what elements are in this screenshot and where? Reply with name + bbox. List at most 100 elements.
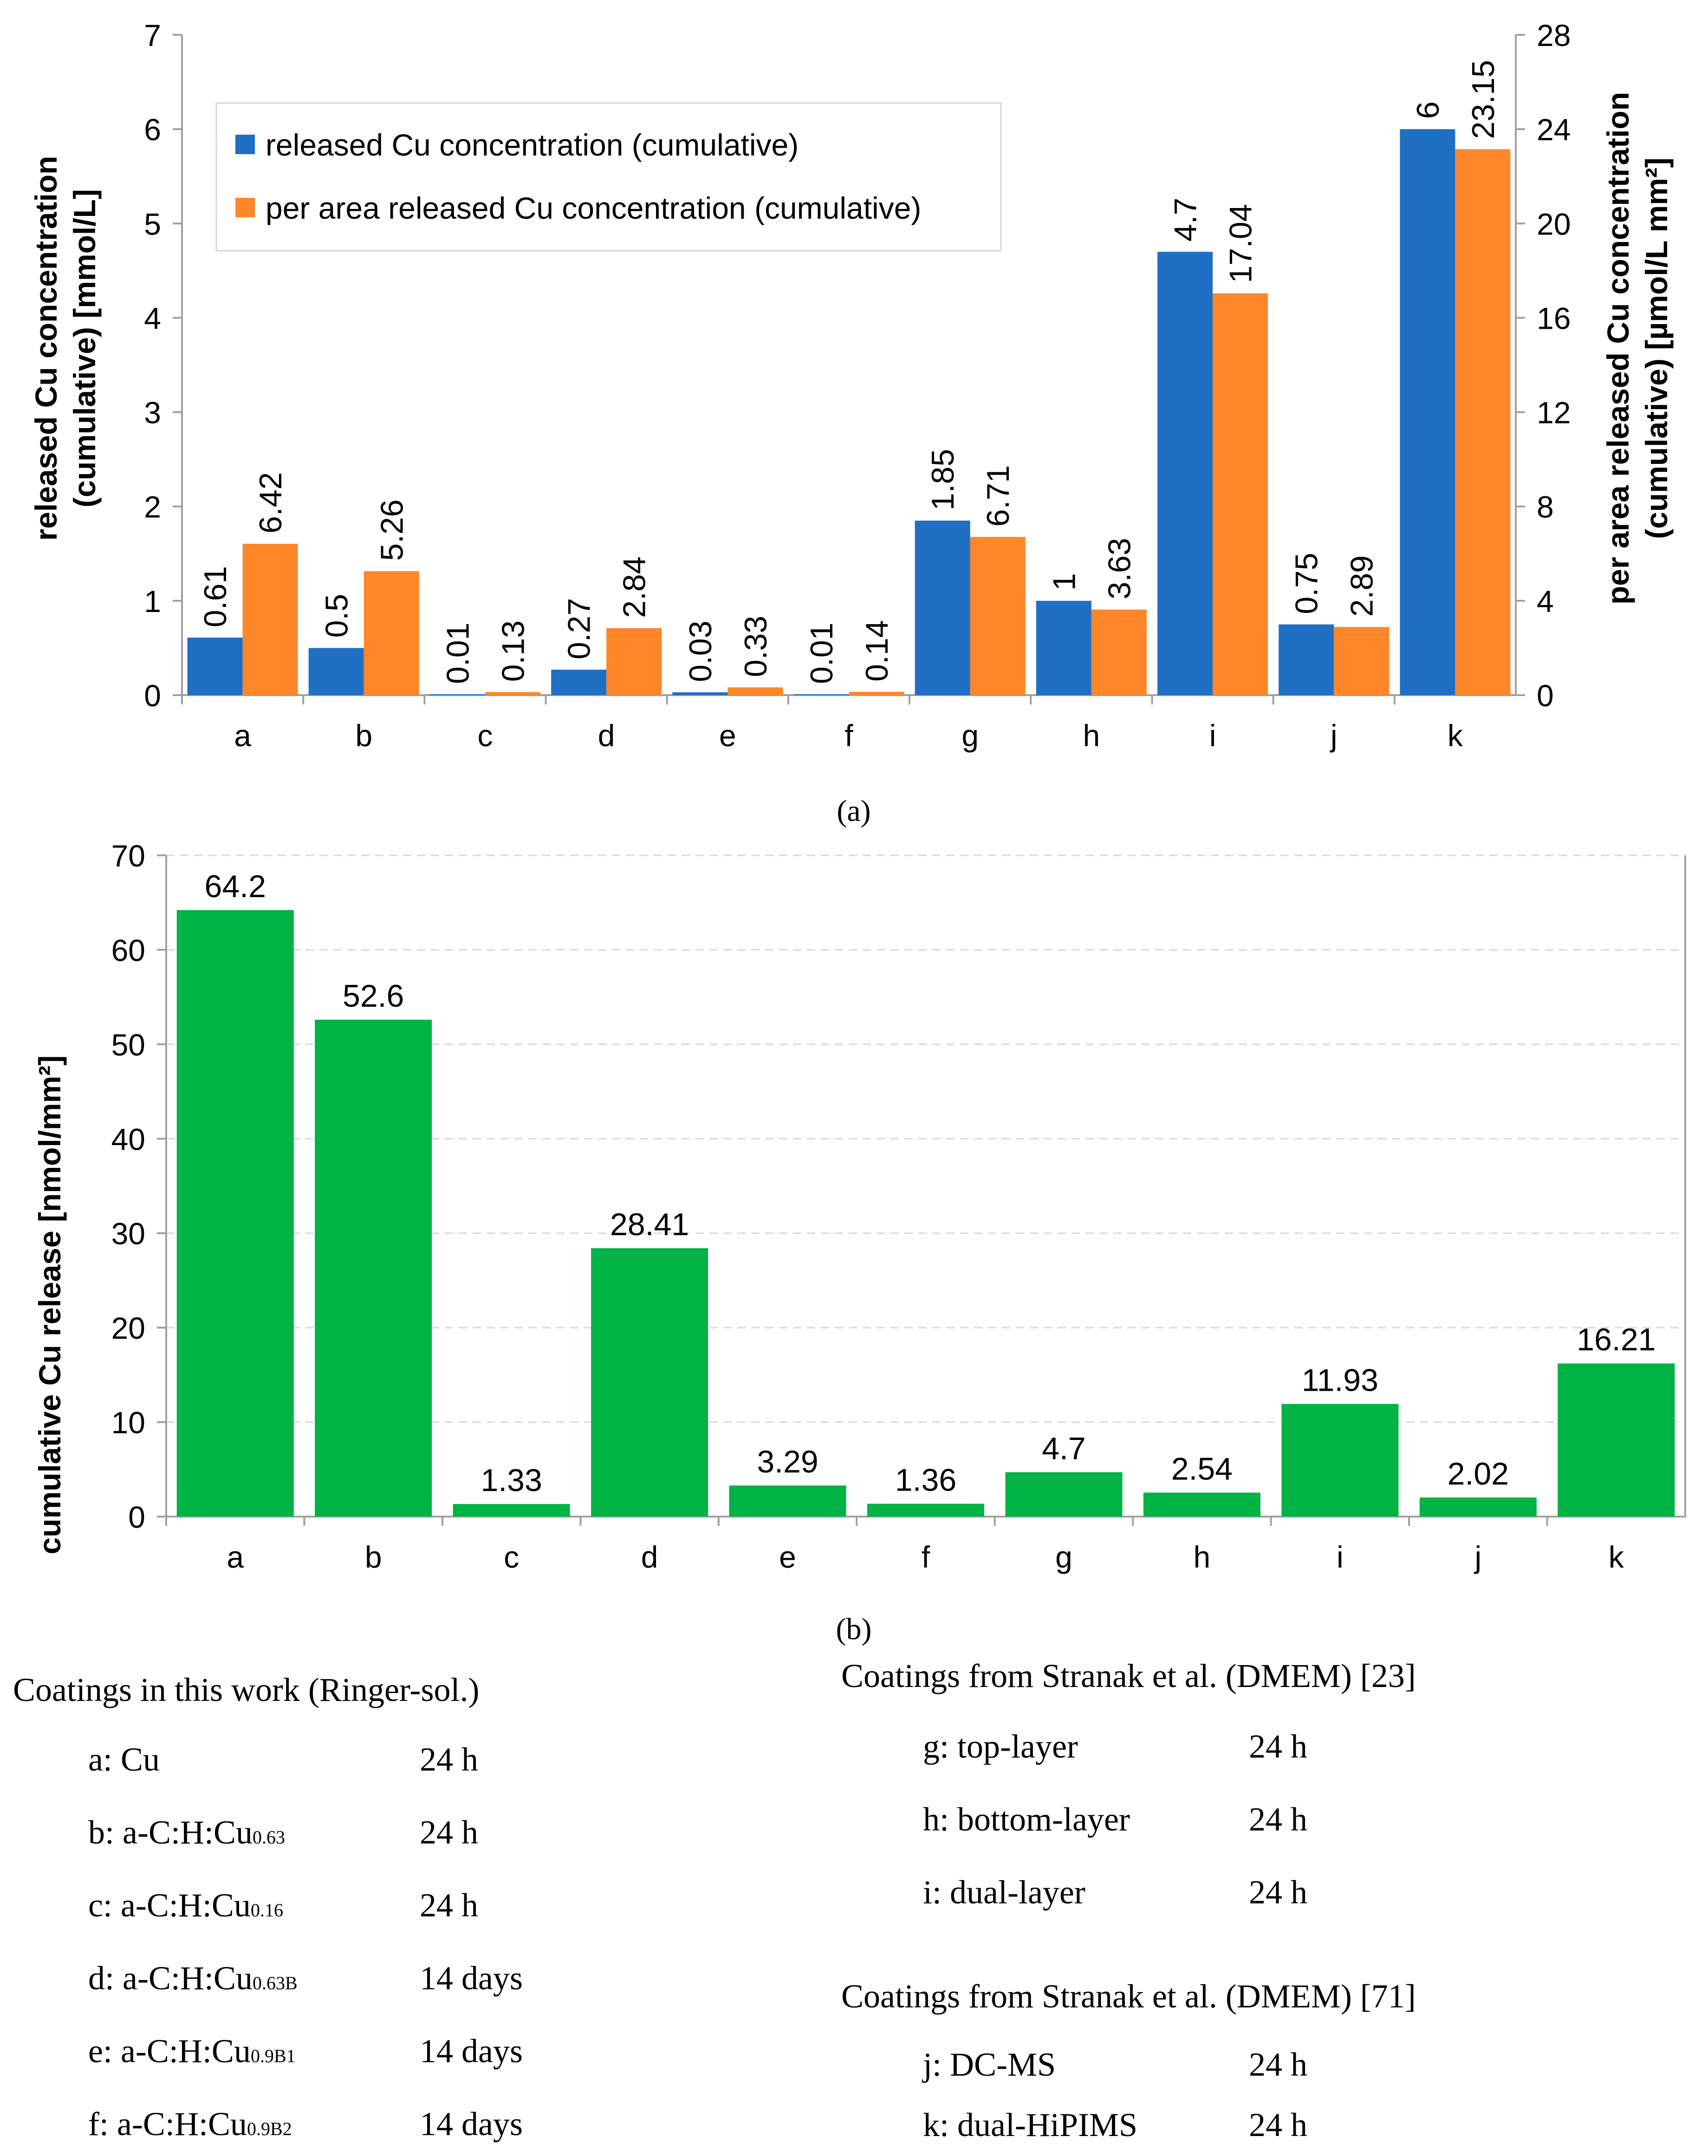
- key-left-item-duration: 14 days: [420, 1960, 523, 1997]
- bar-released-cu: [915, 521, 970, 695]
- y-tick-label: 0: [144, 678, 161, 713]
- y2-tick-label: 0: [1537, 678, 1554, 713]
- key-right-bottom-item-label: k: dual-HiPIMS: [923, 2106, 1138, 2143]
- data-label-cumulative-cu-release: 52.6: [343, 978, 404, 1014]
- data-label-per-area-cu: 6.71: [981, 465, 1016, 527]
- key-left-item-name: b: a-C:H:Cu0.63: [88, 1813, 285, 1852]
- data-label-cumulative-cu-release: 11.93: [1302, 1362, 1378, 1398]
- bar-cumulative-cu-release: [315, 1019, 432, 1517]
- key-left-item-duration: 14 days: [420, 2032, 523, 2070]
- data-label-per-area-cu: 2.84: [617, 556, 652, 618]
- bar-released-cu: [1279, 624, 1334, 695]
- x-tick-label: c: [477, 718, 493, 753]
- x-tick-label: i: [1209, 718, 1216, 753]
- bar-per-area-cu: [849, 691, 904, 695]
- data-label-per-area-cu: 5.26: [374, 500, 409, 561]
- data-label-per-area-cu: 2.89: [1344, 555, 1380, 617]
- data-label-released-cu: 0.01: [804, 623, 839, 684]
- bar-released-cu: [551, 670, 607, 695]
- key-right-bottom-heading: Coatings from Stranak et al. (DMEM) [71]: [841, 1978, 1416, 2015]
- key-left-item-name: f: a-C:H:Cu0.9B2: [88, 2105, 292, 2143]
- data-label-per-area-cu: 0.14: [859, 620, 895, 682]
- x-tick-label: c: [504, 1540, 519, 1574]
- data-label-cumulative-cu-release: 1.36: [895, 1462, 956, 1498]
- key-right-top-item-name: g: top-layer: [923, 1727, 1078, 1766]
- y2-tick-label: 4: [1537, 584, 1554, 619]
- y-tick-label: 4: [144, 301, 161, 335]
- bar-per-area-cu: [1455, 149, 1511, 696]
- chart-a: released Cu concentration (cumulative) p…: [29, 18, 1674, 828]
- y-tick-label: 20: [111, 1311, 145, 1345]
- bar-per-area-cu: [970, 537, 1026, 695]
- bar-released-cu: [429, 694, 485, 695]
- panel-caption-b: (b): [836, 1612, 872, 1646]
- bar-released-cu: [793, 694, 849, 695]
- key-left-item-duration: 24 h: [420, 1887, 478, 1924]
- key-right-bottom-item-name: j: DC-MS: [923, 2045, 1056, 2084]
- bar-per-area-cu: [606, 628, 662, 695]
- bar-cumulative-cu-release: [1419, 1497, 1537, 1517]
- bar-cumulative-cu-release: [591, 1248, 708, 1517]
- x-tick-label: f: [922, 1540, 930, 1574]
- x-tick-label: e: [719, 718, 736, 753]
- key-left-item-name: c: a-C:H:Cu0.16: [88, 1886, 283, 1925]
- data-label-per-area-cu: 6.42: [253, 472, 288, 534]
- key-right-top-item-duration: 24 h: [1249, 1728, 1307, 1765]
- y-axis-title-line1: released Cu concentration: [29, 156, 63, 541]
- y-tick-label: 6: [144, 112, 161, 147]
- y-tick-label: 40: [111, 1122, 145, 1156]
- key-left-item-subscript: 0.9B2: [247, 2118, 292, 2139]
- x-tick-label: d: [598, 718, 615, 753]
- panel-caption-a: (a): [837, 794, 870, 828]
- bar-released-cu: [672, 692, 728, 695]
- key-left-item-name: a: Cu: [88, 1740, 160, 1779]
- data-label-released-cu: 0.61: [198, 566, 233, 627]
- legend-label-released: released Cu concentration (cumulative): [266, 128, 799, 162]
- bar-cumulative-cu-release: [867, 1504, 984, 1517]
- y-tick-label: 0: [128, 1500, 145, 1534]
- data-label-released-cu: 0.01: [440, 623, 475, 684]
- key-left-item-duration: 24 h: [420, 1741, 478, 1778]
- key-left-item-name: e: a-C:H:Cu0.9B1: [88, 2032, 296, 2071]
- data-label-per-area-cu: 0.33: [738, 616, 773, 677]
- data-label-cumulative-cu-release: 16.21: [1577, 1322, 1656, 1357]
- y2-tick-label: 16: [1537, 301, 1571, 335]
- data-label-cumulative-cu-release: 2.54: [1171, 1451, 1233, 1486]
- key-right-bottom-item-label: j: DC-MS: [923, 2046, 1056, 2083]
- key-right-top-item-label: h: bottom-layer: [923, 1801, 1130, 1838]
- x-tick-label: i: [1337, 1540, 1344, 1574]
- key-left-item-duration: 24 h: [420, 1814, 478, 1851]
- y2-tick-label: 24: [1537, 112, 1571, 147]
- data-label-per-area-cu: 0.13: [495, 620, 531, 682]
- data-label-cumulative-cu-release: 4.7: [1042, 1431, 1086, 1466]
- x-tick-label: d: [641, 1540, 658, 1574]
- y2-tick-label: 28: [1537, 18, 1571, 52]
- bar-cumulative-cu-release: [453, 1504, 570, 1517]
- key-left-item-subscript: 0.9B1: [250, 2045, 296, 2066]
- bar-cumulative-cu-release: [1005, 1472, 1123, 1517]
- bar-per-area-cu: [1213, 293, 1268, 695]
- key-right-top-item-duration: 24 h: [1249, 1874, 1307, 1911]
- key-right-top-item-name: i: dual-layer: [923, 1873, 1085, 1912]
- key-right-top-item-duration: 24 h: [1249, 1801, 1307, 1838]
- key-left-item-label: d: a-C:H:Cu: [88, 1960, 253, 1997]
- bar-cumulative-cu-release: [1281, 1404, 1399, 1517]
- data-label-released-cu: 0.27: [562, 598, 597, 659]
- key-right-top-item-name: h: bottom-layer: [923, 1800, 1130, 1839]
- bar-released-cu: [187, 638, 243, 695]
- x-tick-label: k: [1448, 718, 1463, 753]
- data-label-released-cu: 1: [1046, 573, 1082, 591]
- data-label-released-cu: 0.5: [319, 594, 354, 638]
- y-tick-label: 1: [144, 584, 161, 619]
- data-label-cumulative-cu-release: 2.02: [1448, 1456, 1509, 1492]
- key-left-item-subscript: 0.16: [250, 1900, 283, 1921]
- legend-box: [215, 102, 1002, 252]
- y-tick-label: 10: [111, 1406, 145, 1440]
- data-label-released-cu: 4.7: [1168, 198, 1203, 242]
- key-left-heading: Coatings in this work (Ringer-sol.): [13, 1671, 480, 1708]
- bar-released-cu: [1157, 252, 1213, 695]
- bar-per-area-cu: [242, 543, 298, 695]
- x-tick-label: h: [1194, 1540, 1211, 1574]
- y-tick-label: 70: [111, 839, 145, 873]
